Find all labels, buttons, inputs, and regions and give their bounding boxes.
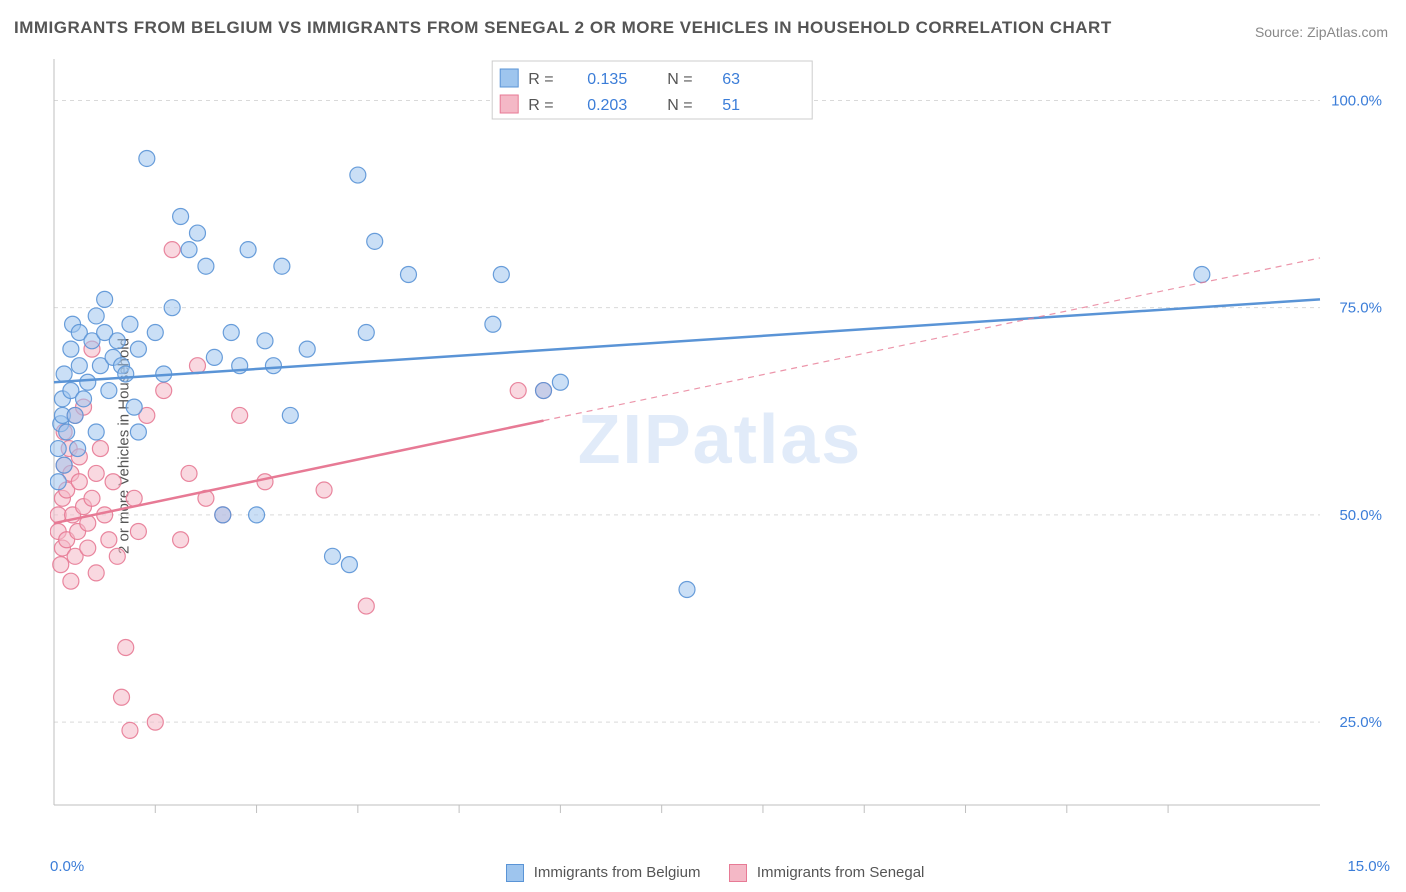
chart-title: IMMIGRANTS FROM BELGIUM VS IMMIGRANTS FR… xyxy=(14,18,1112,38)
svg-text:0.135: 0.135 xyxy=(587,71,627,88)
bottom-legend: Immigrants from Belgium Immigrants from … xyxy=(0,864,1406,882)
plot-area: 25.0% 50.0% 75.0% 100.0% ZIPatlas R = 0.135 N =… xyxy=(50,55,1390,825)
svg-text:51: 51 xyxy=(722,97,740,114)
svg-text:100.0%: 100.0% xyxy=(1331,92,1382,109)
svg-text:N =: N = xyxy=(667,97,692,114)
svg-text:63: 63 xyxy=(722,71,740,88)
legend-label-senegal: Immigrants from Senegal xyxy=(757,864,925,881)
svg-text:ZIPatlas: ZIPatlas xyxy=(578,400,862,478)
svg-text:25.0%: 25.0% xyxy=(1339,714,1382,731)
svg-text:N =: N = xyxy=(667,71,692,88)
svg-text:0.203: 0.203 xyxy=(587,97,627,114)
svg-text:R =: R = xyxy=(528,97,553,114)
scatter-chart: 25.0% 50.0% 75.0% 100.0% ZIPatlas R = 0.135 N =… xyxy=(50,55,1390,825)
legend-swatch-belgium xyxy=(506,864,524,882)
svg-text:50.0%: 50.0% xyxy=(1339,507,1382,524)
legend-label-belgium: Immigrants from Belgium xyxy=(534,864,701,881)
svg-text:75.0%: 75.0% xyxy=(1339,300,1382,317)
legend-swatch-senegal xyxy=(729,864,747,882)
svg-text:R =: R = xyxy=(528,71,553,88)
source-credit: Source: ZipAtlas.com xyxy=(1255,24,1388,40)
